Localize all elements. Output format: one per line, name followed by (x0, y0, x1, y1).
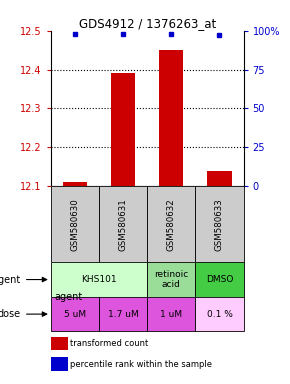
Text: 0.1 %: 0.1 % (206, 310, 232, 319)
Bar (111, 73, 135, 186)
Text: 1 uM: 1 uM (160, 310, 182, 319)
Bar (51, 297, 99, 331)
Bar (99, 186, 147, 262)
Bar (195, 262, 244, 297)
Text: transformed count: transformed count (70, 339, 148, 348)
Bar (51, 358, 68, 371)
Bar (195, 186, 244, 262)
Text: 1.7 uM: 1.7 uM (108, 310, 138, 319)
Text: retinoic
acid: retinoic acid (154, 270, 188, 289)
Bar (147, 262, 195, 297)
Bar (63, 182, 87, 186)
Text: DMSO: DMSO (206, 275, 233, 284)
Bar (195, 297, 244, 331)
Text: percentile rank within the sample: percentile rank within the sample (70, 360, 212, 369)
Bar (147, 186, 195, 262)
Bar (147, 297, 195, 331)
Text: GSM580631: GSM580631 (119, 198, 128, 251)
Text: GSM580633: GSM580633 (215, 198, 224, 251)
Text: GSM580630: GSM580630 (70, 198, 79, 251)
Title: GDS4912 / 1376263_at: GDS4912 / 1376263_at (79, 17, 216, 30)
Bar (99, 297, 147, 331)
Text: agent: agent (0, 275, 21, 285)
Text: agent: agent (55, 292, 83, 302)
Text: 5 uM: 5 uM (64, 310, 86, 319)
Text: GSM580632: GSM580632 (167, 198, 176, 251)
Bar (159, 50, 183, 186)
Bar (51, 186, 99, 262)
Text: dose: dose (0, 309, 21, 319)
Bar (207, 170, 231, 186)
Bar (51, 337, 68, 350)
Text: KHS101: KHS101 (81, 275, 117, 284)
Bar (51, 262, 147, 297)
